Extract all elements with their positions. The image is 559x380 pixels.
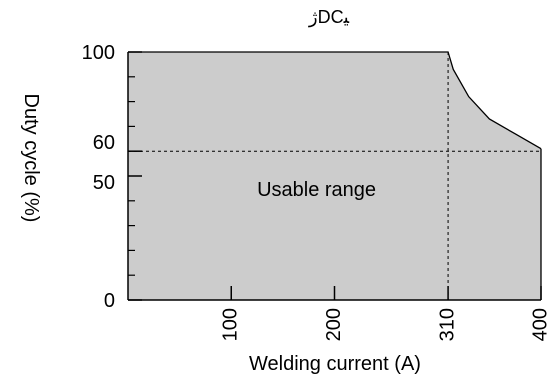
y-tick-label-0: 0 [104, 290, 115, 312]
x-tick-label-100: 100 [220, 308, 242, 341]
usable-range-annotation: Usable range [257, 179, 376, 201]
y-tick-label-60: 60 [93, 132, 115, 154]
y-axis-label: Duty cycle (%) [20, 94, 42, 223]
y-tick-label-50: 50 [93, 172, 115, 194]
y-tick-label-100: 100 [82, 42, 115, 64]
x-tick-label-400: 400 [529, 308, 551, 341]
x-axis-label: Welding current (A) [249, 353, 421, 375]
x-tick-label-310: 310 [436, 308, 458, 341]
reference-lines [128, 52, 541, 300]
usable-range-area [128, 52, 541, 300]
x-tick-label-200: 200 [323, 308, 345, 341]
labels: ﮊDCﯿ Welding current (A) Duty cycle (%) … [20, 7, 551, 375]
chart-title: ﮊDCﯿ [308, 7, 350, 28]
plot-fill-layer [128, 51, 542, 300]
ticks [128, 51, 542, 301]
